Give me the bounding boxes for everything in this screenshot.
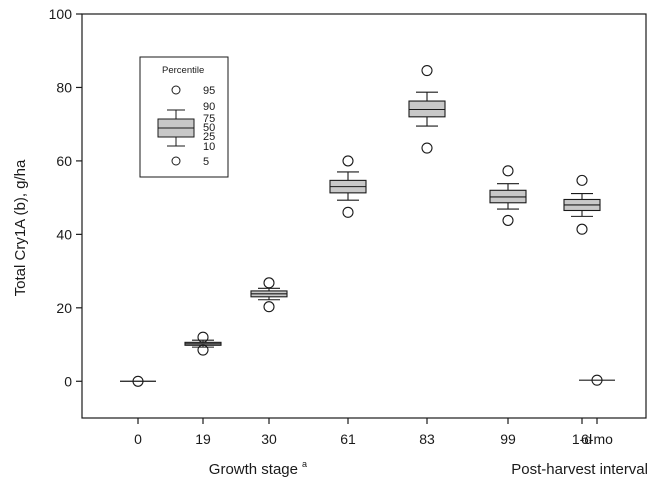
- outlier-point: [197, 344, 209, 356]
- x-tick-label: 0: [134, 431, 142, 447]
- y-tick-label: 40: [56, 226, 72, 242]
- outlier-point: [421, 142, 433, 154]
- x-tick-label: 1-d: [572, 431, 592, 447]
- box-series: [120, 65, 615, 387]
- box-1-d: [563, 174, 601, 235]
- x-axis-title-post-harvest: Post-harvest interval: [511, 461, 648, 478]
- legend-frame: [139, 56, 229, 178]
- x-tick-label: 19: [195, 431, 211, 447]
- y-tick-label: 80: [56, 79, 72, 95]
- y-tick-label: 100: [49, 6, 73, 22]
- box-0: [120, 375, 156, 387]
- outlier-point: [197, 331, 209, 343]
- y-tick-label: 20: [56, 300, 72, 316]
- y-axis-title: Total Cry1A (b), g/ha: [12, 159, 29, 296]
- legend-label-90: 90: [203, 101, 215, 113]
- box-6-mo: [579, 374, 615, 386]
- outlier-point: [342, 155, 354, 167]
- x-tick-label: 6-mo: [581, 431, 613, 447]
- x-axis-title-superscript: a: [302, 459, 307, 469]
- outlier-point: [421, 65, 433, 77]
- outlier-point: [591, 374, 603, 386]
- box-iqr: [408, 100, 446, 118]
- box-83: [408, 65, 446, 154]
- x-tick-label: 83: [419, 431, 435, 447]
- x-tick-label: 30: [261, 431, 277, 447]
- outlier-point: [263, 277, 275, 289]
- outlier-point: [576, 174, 588, 186]
- legend-outlier-95: [171, 85, 181, 95]
- legend-label-95: 95: [203, 85, 215, 97]
- legend-title: Percentile: [162, 65, 204, 76]
- outlier-point: [263, 301, 275, 313]
- box-30: [250, 277, 288, 313]
- outlier-point: [502, 165, 514, 177]
- axes: 0 20 40 60 80 100 0 19 30 61 83 99 1-d6-mo: [49, 6, 647, 447]
- x-tick-label: 99: [500, 431, 516, 447]
- legend-label-75: 75: [203, 113, 215, 125]
- legend-outlier-5: [171, 156, 181, 166]
- x-tick-label: 61: [340, 431, 356, 447]
- outlier-point: [502, 214, 514, 226]
- y-tick-label: 0: [64, 373, 72, 389]
- outlier-point: [342, 206, 354, 218]
- box-19: [184, 331, 222, 356]
- plot-frame: [81, 13, 647, 419]
- legend-label-50: 50: [203, 122, 215, 134]
- x-axis-title-growth-stage: Growth stage: [209, 461, 298, 478]
- legend-label-5: 5: [203, 156, 209, 168]
- box-99: [489, 165, 527, 226]
- box-61: [329, 155, 367, 218]
- y-tick-label: 60: [56, 153, 72, 169]
- legend-label-25: 25: [203, 131, 215, 143]
- outlier-point: [576, 223, 588, 235]
- outlier-point: [132, 375, 144, 387]
- legend-label-10: 10: [203, 141, 215, 153]
